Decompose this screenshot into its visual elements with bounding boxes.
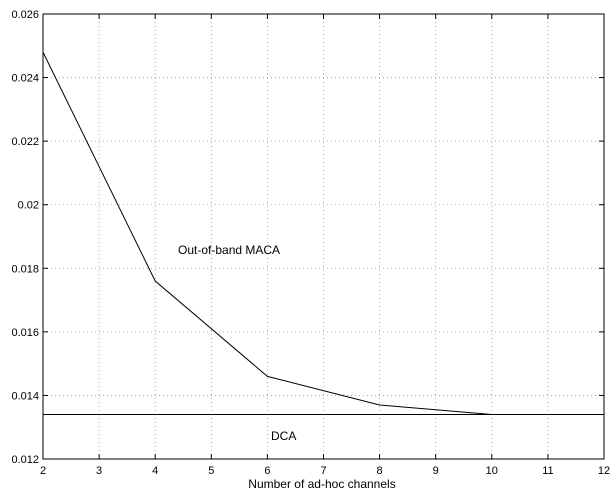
y-tick-label: 0.026 [11,9,39,21]
x-tick-label: 8 [377,465,383,477]
axis-ticks: 2 3 4 5 6 7 8 9 10 11 12 0.012 0.014 0.016 0.018 0.02 0.… [11,9,610,477]
y-tick-label: 0.024 [11,73,39,85]
x-tick-label: 5 [208,465,214,477]
y-tick-label: 0.014 [11,390,39,402]
y-tick-label: 0.02 [18,200,39,212]
series-label-dca: DCA [271,429,296,443]
plot-frame [42,13,605,460]
x-axis-label: Number of ad-hoc channels [248,477,395,491]
y-tick-label: 0.018 [11,263,39,275]
x-tick-label: 10 [486,465,498,477]
y-tick-label: 0.012 [11,454,39,466]
x-tick-label: 6 [264,465,270,477]
grid [43,14,604,459]
x-tick-label: 2 [40,465,46,477]
series-line-out-of-band-maca [42,51,492,415]
series-lines [42,51,604,415]
x-tick-label: 9 [433,465,439,477]
x-tick-label: 11 [542,465,553,477]
series-label-out-of-band-maca: Out-of-band MACA [178,243,280,257]
x-tick-label: 3 [96,465,102,477]
x-tick-label: 4 [152,465,158,477]
y-tick-label: 0.016 [11,327,39,339]
x-tick-label: 12 [598,465,610,477]
x-tick-label: 7 [320,465,326,477]
y-tick-label: 0.022 [11,136,39,148]
